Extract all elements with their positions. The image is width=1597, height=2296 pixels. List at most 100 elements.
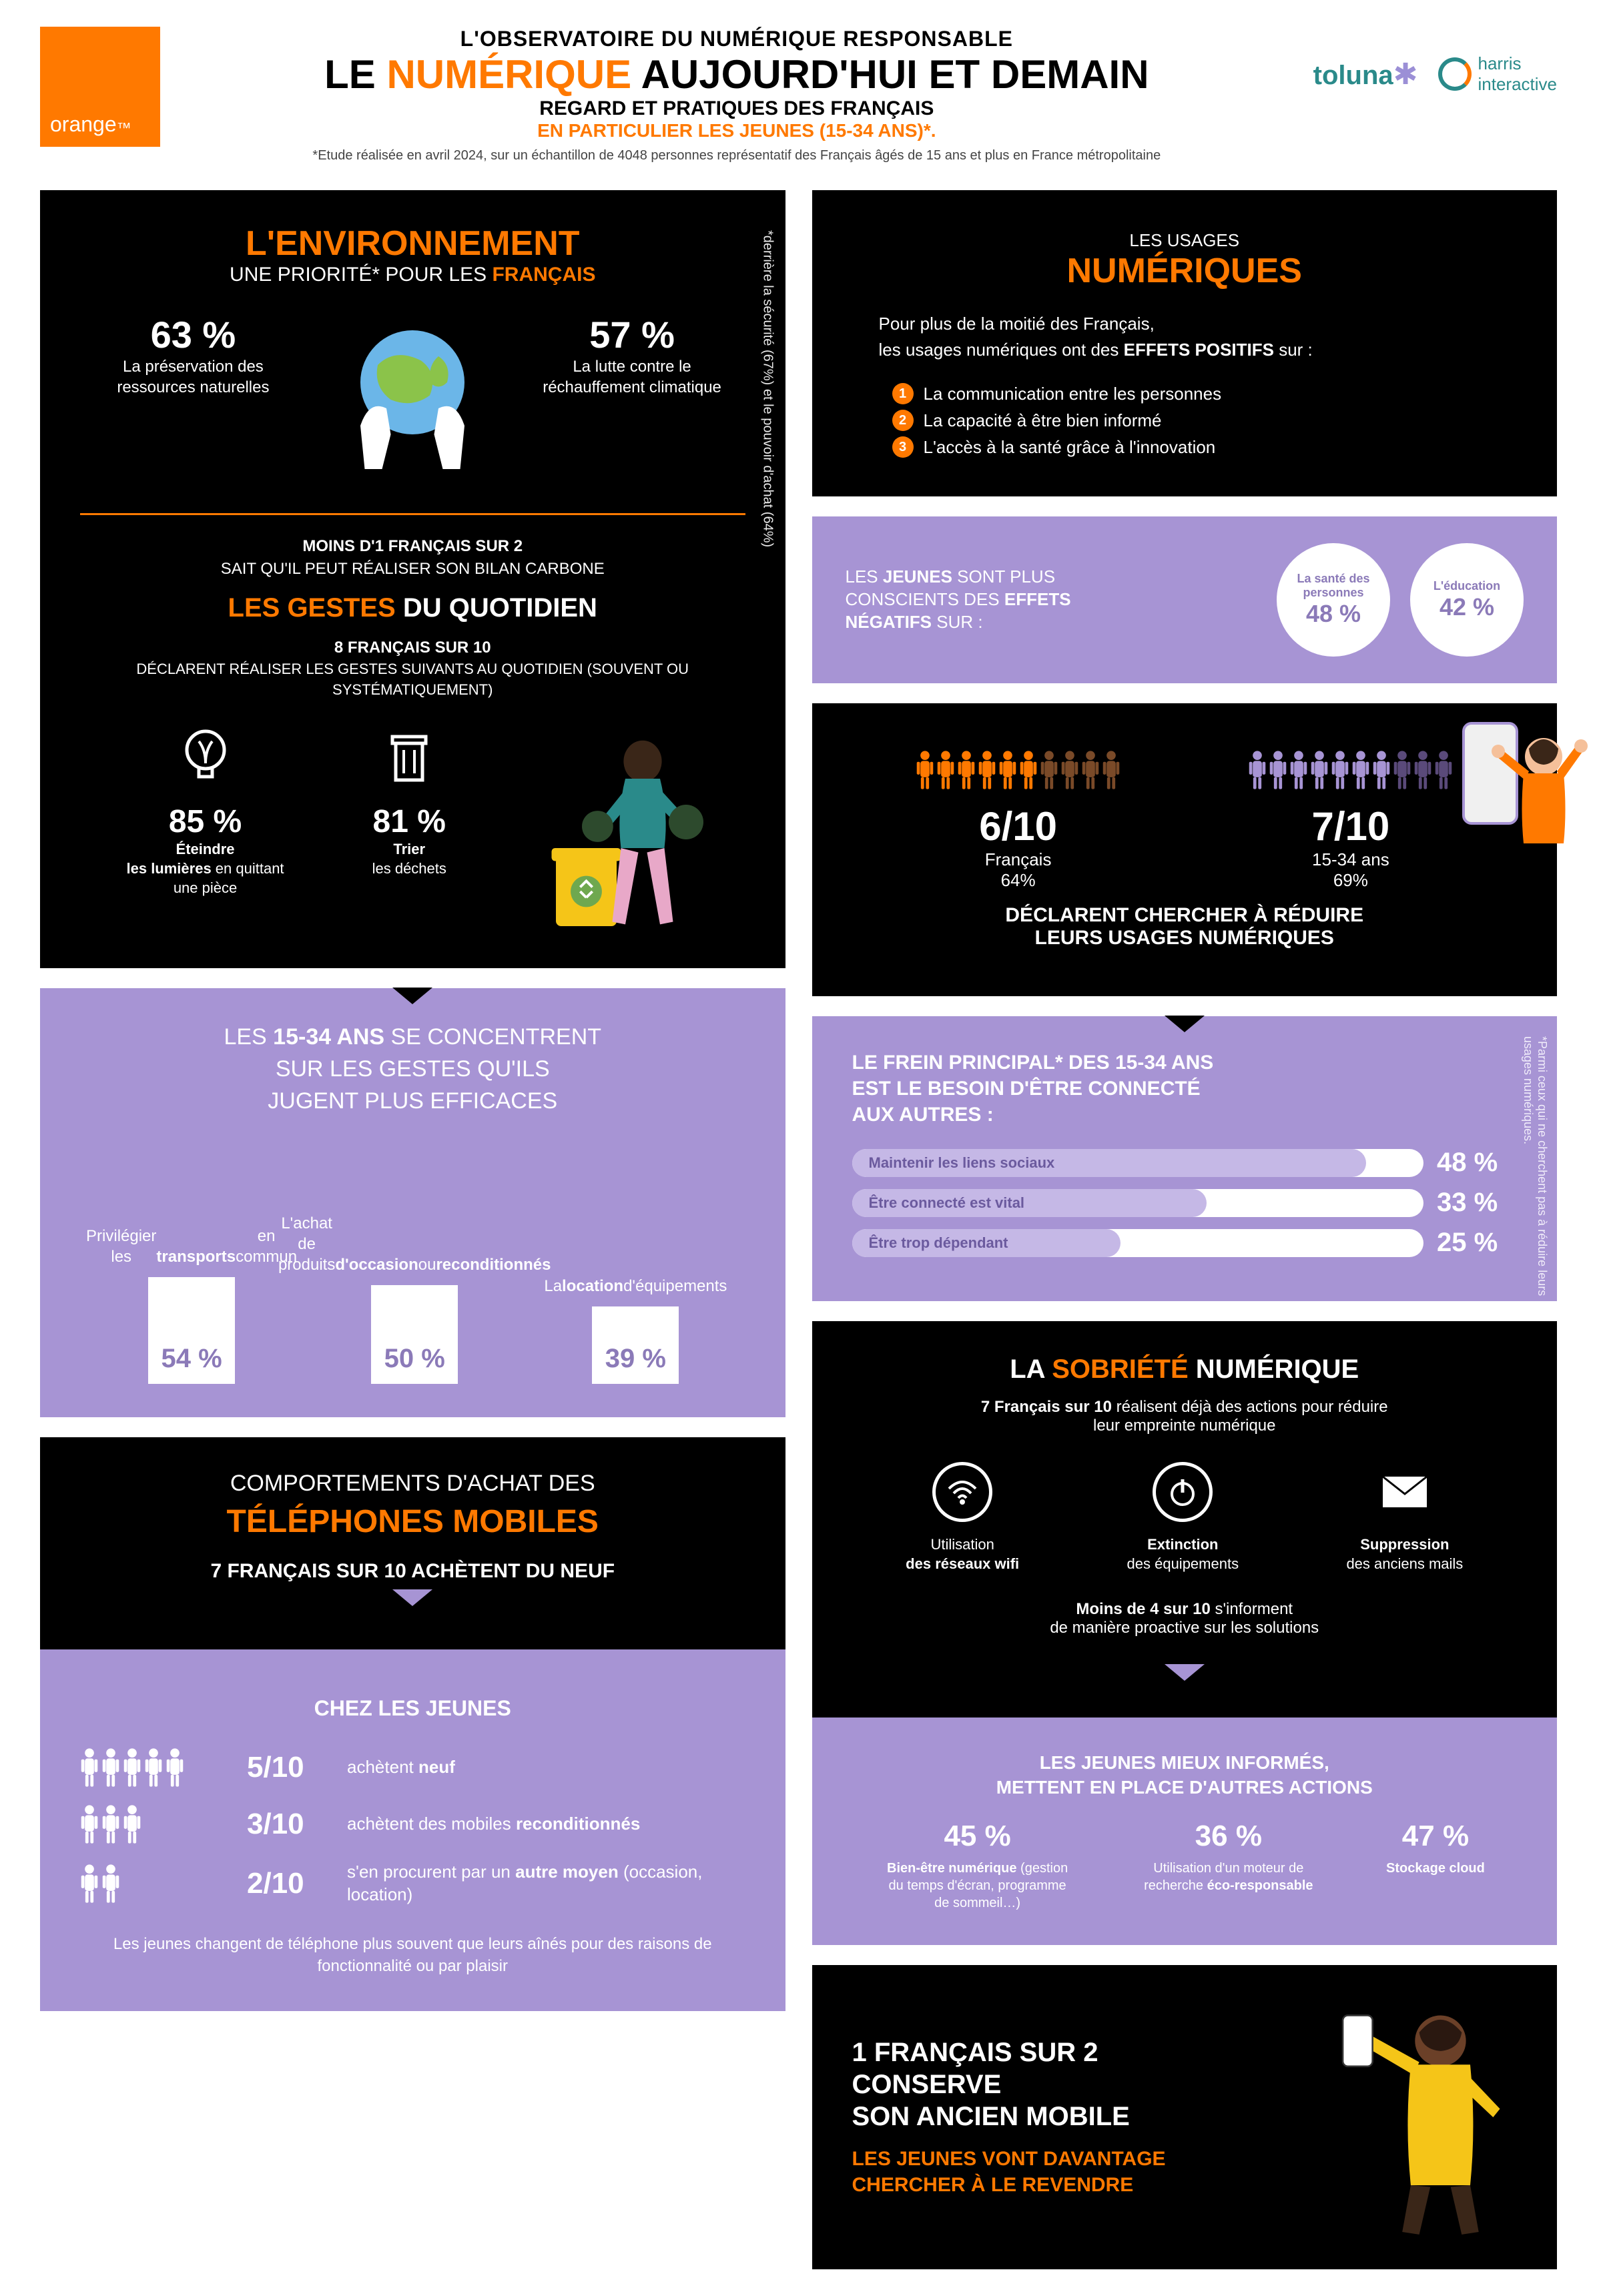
sobriete-panel: LA SOBRIÉTÉ NUMÉRIQUE 7 Français sur 10 … xyxy=(812,1321,1558,1717)
person-icon xyxy=(1060,750,1079,790)
pointing-person-icon xyxy=(1330,1998,1517,2236)
frein-title: LE FREIN PRINCIPAL* DES 15-34 ANSEST LE … xyxy=(852,1050,1518,1128)
frein-bars: Maintenir les liens sociaux 48 % Être co… xyxy=(852,1148,1518,1258)
divider xyxy=(80,513,745,515)
orange-logo: orange™ xyxy=(40,27,160,147)
person-icon xyxy=(1248,750,1267,790)
sobriete-wifi: Utilisationdes réseaux wifi xyxy=(906,1462,1019,1573)
environment-subtitle: UNE PRIORITÉ* POUR LES FRANÇAIS xyxy=(80,264,745,286)
person-icon xyxy=(123,1748,141,1788)
young-gestes-title: LES 15-34 ANS SE CONCENTRENTSUR LES GEST… xyxy=(80,1022,745,1117)
frein-panel: *Parmi ceux qui ne cherchent pas à rédui… xyxy=(812,1016,1558,1301)
orange-logo-text: orange xyxy=(50,112,117,137)
person-icon xyxy=(978,750,996,790)
person-icon xyxy=(936,750,955,790)
usages-intro: Pour plus de la moitié des Français,les … xyxy=(879,311,1518,363)
harris-logo: harrisinteractive xyxy=(1438,53,1558,95)
lightbulb-icon xyxy=(179,727,232,787)
header-title: LE NUMÉRIQUE AUJOURD'HUI ET DEMAIN xyxy=(187,51,1287,97)
geste-waste: 81 % Trierles déchets xyxy=(372,727,446,878)
chevron-down-icon xyxy=(1165,1664,1205,1684)
usage-item: 3L'accès à la santé grâce à l'innovation xyxy=(892,436,1518,458)
header-subtitle: REGARD ET PRATIQUES DES FRANÇAIS xyxy=(187,97,1287,120)
person-icon xyxy=(1102,750,1121,790)
person-icon xyxy=(1434,750,1453,790)
buying-row: 5/10 achètent neuf xyxy=(80,1748,745,1788)
person-icon xyxy=(144,1748,163,1788)
ratio-young: 7/10 15-34 ans 69% xyxy=(1311,803,1389,891)
person-icon xyxy=(1310,750,1329,790)
young-buying-rows: 5/10 achètent neuf 3/10 achètent des mob… xyxy=(80,1748,745,1906)
frein-bar: Être trop dépendant 25 % xyxy=(852,1228,1518,1258)
person-icon xyxy=(998,750,1017,790)
person-icon xyxy=(101,1748,120,1788)
phones-suptitle: COMPORTEMENTS D'ACHAT DES xyxy=(80,1471,745,1497)
sobriete-power: Extinctiondes équipements xyxy=(1127,1462,1239,1573)
environment-sidenote: *derrière la sécurité (67%) et le pouvoi… xyxy=(760,230,775,547)
person-icon xyxy=(1269,750,1287,790)
young-gestes-panel: LES 15-34 ANS SE CONCENTRENTSUR LES GEST… xyxy=(40,988,785,1417)
phones-title: TÉLÉPHONES MOBILES xyxy=(80,1503,745,1540)
person-icon xyxy=(101,1804,120,1844)
stat-resources: 63 % La préservation des ressources natu… xyxy=(99,313,286,398)
usages-title: NUMÉRIQUES xyxy=(852,251,1518,291)
buying-row: 3/10 achètent des mobiles reconditionnés xyxy=(80,1804,745,1844)
trash-icon xyxy=(382,727,436,787)
toluna-logo: toluna✱ xyxy=(1313,57,1418,91)
power-icon xyxy=(1153,1462,1213,1522)
final-panel: 1 FRANÇAIS SUR 2CONSERVESON ANCIEN MOBIL… xyxy=(812,1965,1558,2269)
environment-title: L'ENVIRONNEMENT xyxy=(80,224,745,264)
geste-lights: 85 % Éteindreles lumières en quittant un… xyxy=(122,727,289,897)
phone-waving-person-icon xyxy=(1457,717,1590,903)
usage-item: 1La communication entre les personnes xyxy=(892,383,1518,404)
person-icon xyxy=(1393,750,1411,790)
usages-suptitle: LES USAGES xyxy=(852,230,1518,251)
young-action-stat: 45 % Bien-être numérique (gestion du tem… xyxy=(884,1820,1071,1912)
chevron-down-icon xyxy=(392,1589,432,1609)
mail-icon xyxy=(1375,1462,1435,1522)
ratio-french: 6/10 Français 64% xyxy=(979,803,1057,891)
young-actions-panel: LES JEUNES MIEUX INFORMÉS,METTENT EN PLA… xyxy=(812,1717,1558,1945)
people-group-young xyxy=(1248,750,1453,790)
young-action-stat: 47 % Stockage cloud xyxy=(1386,1820,1485,1912)
phones-subtitle: 7 FRANÇAIS SUR 10 ACHÈTENT DU NEUF xyxy=(80,1560,745,1583)
young-actions-title: LES JEUNES MIEUX INFORMÉS,METTENT EN PLA… xyxy=(852,1751,1518,1800)
final-subtitle: LES JEUNES VONT DAVANTAGECHERCHER À LE R… xyxy=(852,2146,1311,2198)
circle-stat-health: La santé des personnes 48 % xyxy=(1277,543,1390,657)
phones-panel: COMPORTEMENTS D'ACHAT DES TÉLÉPHONES MOB… xyxy=(40,1437,785,1649)
person-icon xyxy=(1331,750,1349,790)
person-icon xyxy=(80,1748,99,1788)
negative-effects-text: LES JEUNES SONT PLUSCONSCIENTS DES EFFET… xyxy=(846,566,1257,633)
reduce-panel: 6/10 Français 64% 7/10 15-34 ans 69% DÉC… xyxy=(812,703,1558,996)
usages-list: 1La communication entre les personnes2La… xyxy=(892,383,1518,458)
young-buying-title: CHEZ LES JEUNES xyxy=(80,1696,745,1721)
frein-sidenote: *Parmi ceux qui ne cherchent pas à rédui… xyxy=(1521,1036,1549,1301)
person-icon xyxy=(957,750,976,790)
chevron-down-icon xyxy=(392,988,432,1008)
stat-climate: 57 % La lutte contre le réchauffement cl… xyxy=(539,313,725,398)
person-icon xyxy=(1040,750,1058,790)
chevron-down-icon xyxy=(1165,1016,1205,1036)
gestes-title: LES GESTES DU QUOTIDIEN xyxy=(80,593,745,623)
wifi-icon xyxy=(932,1462,992,1522)
person-icon xyxy=(1289,750,1308,790)
frein-bar: Être connecté est vital 33 % xyxy=(852,1188,1518,1218)
bar-item: Privilégier les transports en commun 54 … xyxy=(98,1226,285,1384)
sobriete-moins: Moins de 4 sur 10 s'informentde manière … xyxy=(852,1600,1518,1637)
header-title-block: L'OBSERVATOIRE DU NUMÉRIQUE RESPONSABLE … xyxy=(187,27,1287,163)
young-actions-stats: 45 % Bien-être numérique (gestion du tem… xyxy=(852,1820,1518,1912)
person-icon xyxy=(123,1804,141,1844)
person-icon xyxy=(1372,750,1391,790)
right-column: LES USAGES NUMÉRIQUES Pour plus de la mo… xyxy=(812,190,1558,2269)
environment-panel: L'ENVIRONNEMENT UNE PRIORITÉ* POUR LES F… xyxy=(40,190,785,968)
people-group-french xyxy=(916,750,1121,790)
carbon-text: MOINS D'1 FRANÇAIS SUR 2 SAIT QU'IL PEUT… xyxy=(80,535,745,580)
reduce-declare: DÉCLARENT CHERCHER À RÉDUIRELEURS USAGES… xyxy=(852,904,1518,949)
bar-item: La location d'équipements 39 % xyxy=(544,1276,727,1384)
person-icon xyxy=(1019,750,1038,790)
final-title: 1 FRANÇAIS SUR 2CONSERVESON ANCIEN MOBIL… xyxy=(852,2036,1311,2133)
person-icon xyxy=(916,750,934,790)
young-action-stat: 36 % Utilisation d'un moteur de recherch… xyxy=(1135,1820,1322,1912)
header-footnote: *Etude réalisée en avril 2024, sur un éc… xyxy=(187,148,1287,163)
young-gestes-bars: Privilégier les transports en commun 54 … xyxy=(80,1144,745,1384)
